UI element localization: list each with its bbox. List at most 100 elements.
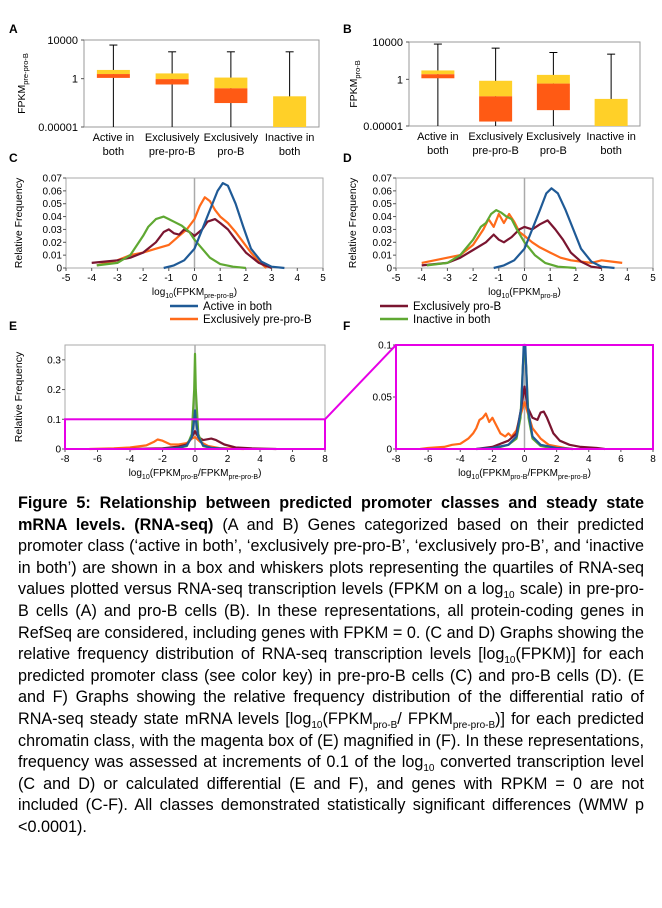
y-tick-label: 0.3 bbox=[47, 355, 61, 366]
x-tick-label: -4 bbox=[126, 454, 135, 465]
plot-area bbox=[83, 39, 320, 128]
category-label: both bbox=[427, 145, 448, 157]
x-tick-label: -5 bbox=[62, 273, 71, 284]
box-upper-quartile bbox=[479, 80, 513, 97]
y-tick-label: 0 bbox=[55, 445, 61, 456]
caption-text: (FPKM bbox=[322, 709, 373, 728]
x-tick-label: 0 bbox=[522, 454, 528, 465]
box-lower-quartile bbox=[421, 74, 455, 79]
box-upper-quartile bbox=[96, 69, 130, 75]
series-line-active-in-both bbox=[163, 182, 285, 270]
x-tick-label: 6 bbox=[618, 454, 624, 465]
category-label: Exclusively bbox=[145, 132, 200, 144]
y-tick-label: 10000 bbox=[372, 37, 403, 49]
x-axis-label: log10(FPKMpre-pro-B) bbox=[152, 287, 237, 300]
legend-label: Inactive in both bbox=[413, 314, 490, 326]
x-tick-label: 4 bbox=[295, 273, 301, 284]
y-tick-label: 0.02 bbox=[373, 238, 393, 249]
caption-subscript: 10 bbox=[423, 763, 435, 775]
box-lower-quartile bbox=[479, 96, 513, 122]
y-tick-label: 0.05 bbox=[43, 199, 63, 210]
x-tick-label: -2 bbox=[158, 454, 167, 465]
x-tick-label: 5 bbox=[320, 273, 326, 284]
y-axis-label: FPKMpre-pro-B bbox=[16, 53, 30, 114]
category-label: Active in bbox=[93, 132, 135, 144]
y-tick-label: 0 bbox=[386, 264, 392, 275]
x-tick-label: -6 bbox=[93, 454, 102, 465]
x-tick-label: -2 bbox=[139, 273, 148, 284]
y-tick-label: 1 bbox=[72, 74, 78, 86]
category-label: Active in bbox=[417, 131, 459, 143]
box-upper-quartile bbox=[594, 98, 628, 126]
category-label: both bbox=[103, 146, 124, 158]
legend-label: Exclusively pre-pro-B bbox=[203, 314, 312, 326]
caption-subscript: 10 bbox=[504, 655, 516, 667]
category-label: pre-pro-B bbox=[149, 146, 195, 158]
x-tick-label: 5 bbox=[650, 273, 656, 284]
box-upper-quartile bbox=[214, 77, 248, 89]
y-tick-label: 0.05 bbox=[373, 393, 393, 404]
category-label: Exclusively bbox=[526, 131, 581, 143]
category-label: Exclusively bbox=[468, 131, 523, 143]
panel-label-d: D bbox=[343, 151, 352, 165]
x-tick-label: 2 bbox=[573, 273, 579, 284]
caption-text: )] for each predicted chromatin class, w… bbox=[18, 709, 644, 772]
box-upper-quartile bbox=[273, 96, 307, 127]
y-tick-label: 0.00001 bbox=[363, 121, 403, 133]
x-tick-label: -2 bbox=[469, 273, 478, 284]
panel-label-e: E bbox=[9, 319, 17, 333]
y-tick-label: 0 bbox=[386, 445, 392, 456]
x-tick-label: 2 bbox=[243, 273, 249, 284]
y-tick-label: 0.2 bbox=[47, 385, 61, 396]
x-tick-label: 2 bbox=[225, 454, 231, 465]
x-axis-label: log10(FPKMpro-B) bbox=[488, 287, 561, 300]
figure-caption: Figure 5: Relationship between predicted… bbox=[18, 493, 644, 839]
caption-text: scale) in pre-pro-B cells (A) and pro-B … bbox=[18, 580, 644, 664]
y-tick-label: 0.03 bbox=[43, 225, 63, 236]
x-tick-label: -8 bbox=[392, 454, 401, 465]
x-tick-label: 0 bbox=[522, 273, 528, 284]
magnified-frame bbox=[395, 344, 654, 450]
y-tick-label: 0.1 bbox=[47, 415, 61, 426]
y-tick-label: 0.04 bbox=[43, 212, 63, 223]
x-tick-label: -5 bbox=[392, 273, 401, 284]
x-tick-label: -6 bbox=[424, 454, 433, 465]
caption-subscript: 10 bbox=[503, 590, 515, 602]
x-tick-label: 2 bbox=[554, 454, 560, 465]
x-tick-label: 3 bbox=[269, 273, 275, 284]
y-tick-label: 0.1 bbox=[378, 341, 392, 352]
caption-text: converted transcription level (C and D) … bbox=[18, 753, 644, 836]
y-tick-label: 0.04 bbox=[373, 212, 393, 223]
x-tick-label: 1 bbox=[217, 273, 223, 284]
y-axis-label: Relative Frequency bbox=[347, 177, 359, 268]
series-line-active-in-both bbox=[493, 187, 615, 270]
y-tick-label: 0.03 bbox=[373, 225, 393, 236]
series-line-inactive-in-both bbox=[426, 209, 576, 270]
magnifier-connector bbox=[324, 344, 397, 420]
y-tick-label: 0 bbox=[56, 264, 62, 275]
series-line-exclusively-pro-b bbox=[476, 385, 605, 451]
category-label: pre-pro-B bbox=[472, 145, 518, 157]
caption-subscript: pro-B bbox=[372, 720, 398, 732]
x-tick-label: 4 bbox=[586, 454, 592, 465]
x-tick-label: -4 bbox=[417, 273, 426, 284]
category-label: Inactive in bbox=[586, 131, 636, 143]
y-axis-label: Relative Frequency bbox=[13, 177, 25, 268]
y-tick-label: 0.06 bbox=[43, 186, 63, 197]
category-label: pro-B bbox=[217, 146, 244, 158]
y-tick-label: 0.07 bbox=[43, 174, 63, 185]
caption-subscript: 10 bbox=[311, 720, 323, 732]
x-tick-label: 0 bbox=[192, 273, 198, 284]
x-tick-label: -3 bbox=[443, 273, 452, 284]
box-upper-quartile bbox=[421, 70, 455, 75]
x-tick-label: -8 bbox=[61, 454, 70, 465]
x-tick-label: -4 bbox=[456, 454, 465, 465]
y-tick-label: 0.00001 bbox=[38, 122, 78, 134]
x-tick-label: 1 bbox=[547, 273, 553, 284]
box-upper-quartile bbox=[536, 74, 570, 84]
box-lower-quartile bbox=[155, 79, 189, 85]
y-tick-label: 0.01 bbox=[373, 251, 393, 262]
category-label: Inactive in bbox=[265, 132, 315, 144]
x-tick-label: -1 bbox=[494, 273, 503, 284]
